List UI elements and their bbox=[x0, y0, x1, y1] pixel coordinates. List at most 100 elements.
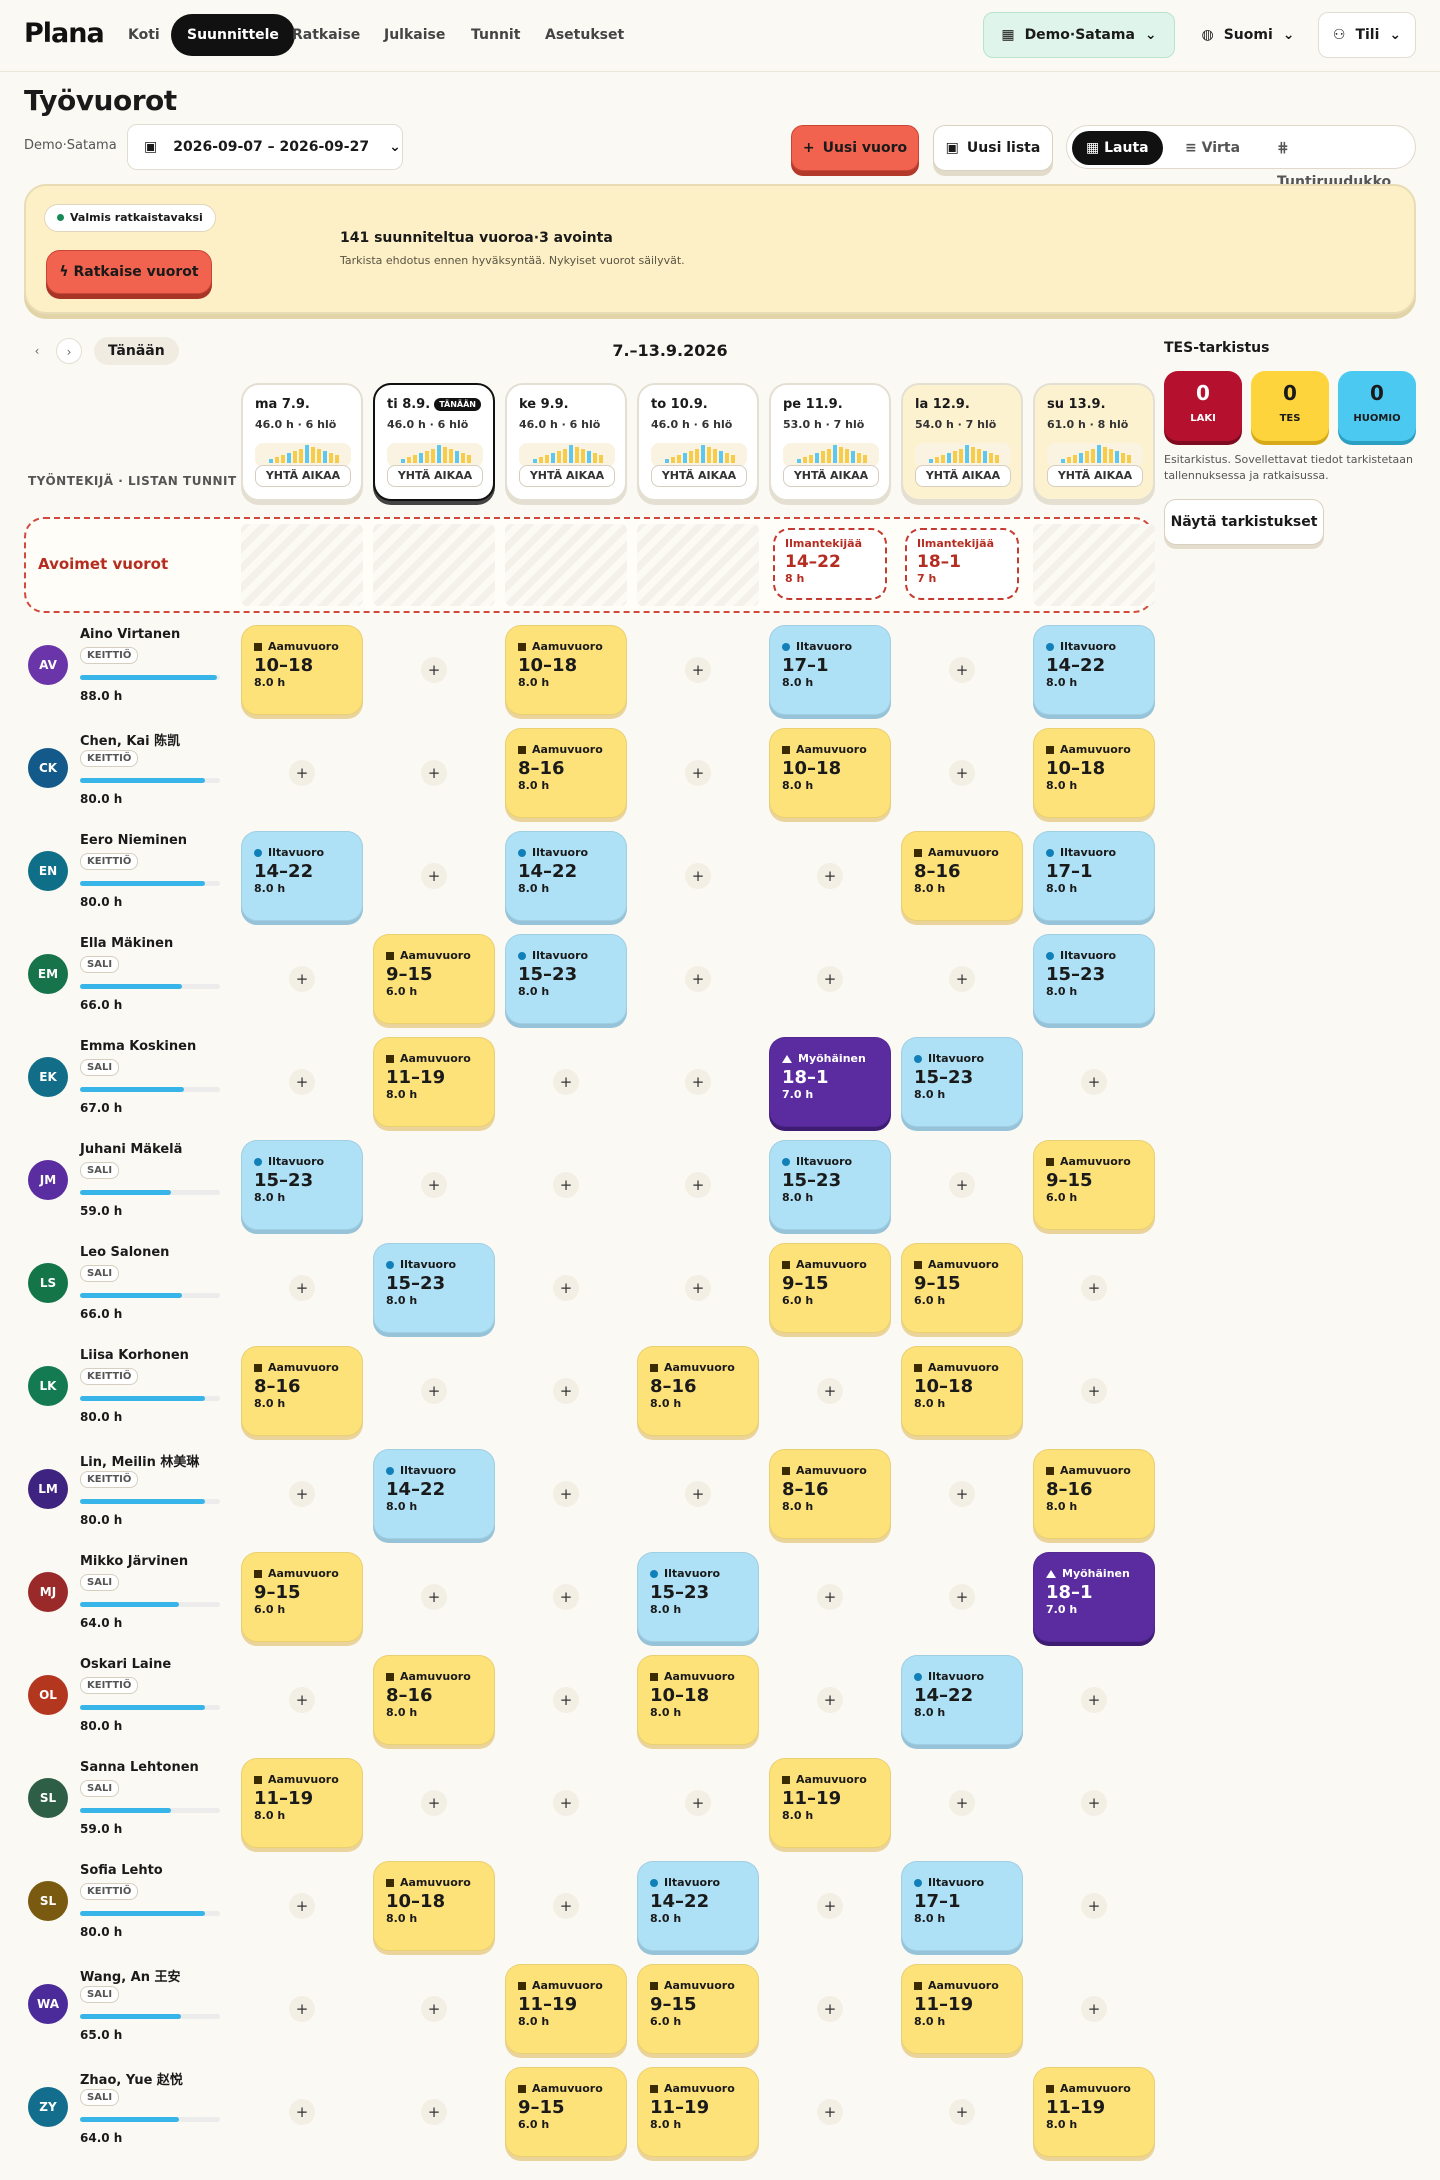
add-shift-button[interactable]: + bbox=[1081, 1893, 1107, 1919]
add-shift-button[interactable]: + bbox=[1081, 1069, 1107, 1095]
account-menu[interactable]: ⚇ Tili ⌄ bbox=[1318, 12, 1416, 58]
concurrent-toggle[interactable]: YHTÄ AIKAA bbox=[1047, 465, 1143, 487]
add-shift-button[interactable]: + bbox=[949, 1790, 975, 1816]
add-shift-button[interactable]: + bbox=[685, 1069, 711, 1095]
nav-tab-ratkaise[interactable]: Ratkaise bbox=[292, 27, 361, 43]
shift-card[interactable]: Iltavuoro 17–1 8.0 h bbox=[901, 1861, 1023, 1951]
add-shift-button[interactable]: + bbox=[421, 1584, 447, 1610]
add-shift-button[interactable]: + bbox=[685, 760, 711, 786]
shift-card[interactable]: Aamuvuoro 8–16 8.0 h bbox=[505, 728, 627, 818]
add-shift-button[interactable]: + bbox=[553, 1584, 579, 1610]
shift-card[interactable]: Aamuvuoro 8–16 8.0 h bbox=[373, 1655, 495, 1745]
shift-card[interactable]: Iltavuoro 15–23 8.0 h bbox=[373, 1243, 495, 1333]
shift-card[interactable]: Aamuvuoro 9–15 6.0 h bbox=[241, 1552, 363, 1642]
tes-notice-card[interactable]: 0 HUOMIO bbox=[1338, 371, 1416, 441]
view-tab-flow[interactable]: ≡ Virta bbox=[1171, 131, 1254, 165]
add-shift-button[interactable]: + bbox=[289, 966, 315, 992]
add-shift-button[interactable]: + bbox=[949, 966, 975, 992]
add-shift-button[interactable]: + bbox=[817, 1893, 843, 1919]
shift-card[interactable]: Aamuvuoro 10–18 8.0 h bbox=[1033, 728, 1155, 818]
solve-shifts-button[interactable]: ϟ Ratkaise vuorot bbox=[46, 250, 212, 294]
add-shift-button[interactable]: + bbox=[685, 1172, 711, 1198]
add-shift-button[interactable]: + bbox=[421, 863, 447, 889]
shift-card[interactable]: Iltavuoro 14–22 8.0 h bbox=[505, 831, 627, 921]
tes-law-card[interactable]: 0 LAKI bbox=[1164, 371, 1242, 441]
add-shift-button[interactable]: + bbox=[817, 1584, 843, 1610]
add-shift-button[interactable]: + bbox=[421, 657, 447, 683]
day-header[interactable]: to 10.9. 46.0 h · 6 hlö YHTÄ AIKAA bbox=[637, 383, 759, 501]
shift-card[interactable]: Aamuvuoro 9–15 6.0 h bbox=[901, 1243, 1023, 1333]
concurrent-toggle[interactable]: YHTÄ AIKAA bbox=[387, 465, 483, 487]
employee-name[interactable]: Emma Koskinen bbox=[80, 1039, 197, 1054]
add-shift-button[interactable]: + bbox=[685, 1790, 711, 1816]
add-shift-button[interactable]: + bbox=[421, 1172, 447, 1198]
shift-card[interactable]: Aamuvuoro 11–19 8.0 h bbox=[373, 1037, 495, 1127]
add-shift-button[interactable]: + bbox=[289, 1996, 315, 2022]
add-shift-button[interactable]: + bbox=[421, 1378, 447, 1404]
shift-card[interactable]: Aamuvuoro 10–18 8.0 h bbox=[769, 728, 891, 818]
day-header[interactable]: pe 11.9. 53.0 h · 7 hlö YHTÄ AIKAA bbox=[769, 383, 891, 501]
shift-card[interactable]: Aamuvuoro 10–18 8.0 h bbox=[901, 1346, 1023, 1436]
shift-card[interactable]: Iltavuoro 15–23 8.0 h bbox=[901, 1037, 1023, 1127]
new-list-button[interactable]: ▣ Uusi lista bbox=[933, 125, 1053, 171]
add-shift-button[interactable]: + bbox=[685, 863, 711, 889]
location-selector[interactable]: ▦ Demo·Satama ⌄ bbox=[983, 12, 1175, 58]
add-shift-button[interactable]: + bbox=[553, 1893, 579, 1919]
add-shift-button[interactable]: + bbox=[817, 1378, 843, 1404]
add-shift-button[interactable]: + bbox=[421, 760, 447, 786]
add-shift-button[interactable]: + bbox=[817, 1996, 843, 2022]
add-shift-button[interactable]: + bbox=[817, 863, 843, 889]
employee-name[interactable]: Oskari Laine bbox=[80, 1657, 172, 1672]
shift-card[interactable]: Iltavuoro 15–23 8.0 h bbox=[505, 934, 627, 1024]
day-header[interactable]: ti 8.9. 46.0 h · 6 hlö YHTÄ AIKAA TÄNÄÄN bbox=[373, 383, 495, 501]
add-shift-button[interactable]: + bbox=[949, 760, 975, 786]
employee-name[interactable]: Sofia Lehto bbox=[80, 1863, 163, 1878]
shift-card[interactable]: Aamuvuoro 10–18 8.0 h bbox=[505, 625, 627, 715]
employee-name[interactable]: Aino Virtanen bbox=[80, 627, 181, 642]
shift-card[interactable]: Aamuvuoro 9–15 6.0 h bbox=[505, 2067, 627, 2157]
concurrent-toggle[interactable]: YHTÄ AIKAA bbox=[651, 465, 747, 487]
shift-card[interactable]: Aamuvuoro 8–16 8.0 h bbox=[901, 831, 1023, 921]
tes-agreement-card[interactable]: 0 TES bbox=[1251, 371, 1329, 441]
shift-card[interactable]: Aamuvuoro 10–18 8.0 h bbox=[373, 1861, 495, 1951]
add-shift-button[interactable]: + bbox=[553, 1687, 579, 1713]
shift-card[interactable]: Iltavuoro 15–23 8.0 h bbox=[637, 1552, 759, 1642]
add-shift-button[interactable]: + bbox=[817, 1687, 843, 1713]
shift-card[interactable]: Aamuvuoro 8–16 8.0 h bbox=[769, 1449, 891, 1539]
add-shift-button[interactable]: + bbox=[289, 1069, 315, 1095]
add-shift-button[interactable]: + bbox=[685, 657, 711, 683]
add-shift-button[interactable]: + bbox=[1081, 1378, 1107, 1404]
nav-tab-suunnittele[interactable]: Suunnittele bbox=[171, 14, 295, 56]
add-shift-button[interactable]: + bbox=[421, 2099, 447, 2125]
shift-card[interactable]: Aamuvuoro 11–19 8.0 h bbox=[505, 1964, 627, 2054]
add-shift-button[interactable]: + bbox=[289, 2099, 315, 2125]
shift-card[interactable]: Iltavuoro 14–22 8.0 h bbox=[1033, 625, 1155, 715]
add-shift-button[interactable]: + bbox=[553, 1378, 579, 1404]
add-shift-button[interactable]: + bbox=[949, 657, 975, 683]
view-tab-board[interactable]: ▦ Lauta bbox=[1072, 131, 1163, 165]
employee-name[interactable]: Lin, Meilin 林美琳 bbox=[80, 1455, 200, 1470]
day-header[interactable]: su 13.9. 61.0 h · 8 hlö YHTÄ AIKAA bbox=[1033, 383, 1155, 501]
language-selector[interactable]: ◍ Suomi ⌄ bbox=[1186, 12, 1310, 58]
day-header[interactable]: ke 9.9. 46.0 h · 6 hlö YHTÄ AIKAA bbox=[505, 383, 627, 501]
add-shift-button[interactable]: + bbox=[949, 1584, 975, 1610]
shift-card[interactable]: Aamuvuoro 11–19 8.0 h bbox=[637, 2067, 759, 2157]
employee-name[interactable]: Chen, Kai 陈凯 bbox=[80, 734, 181, 749]
shift-card[interactable]: Myöhäinen 18–1 7.0 h bbox=[769, 1037, 891, 1127]
add-shift-button[interactable]: + bbox=[949, 1172, 975, 1198]
add-shift-button[interactable]: + bbox=[553, 1790, 579, 1816]
add-shift-button[interactable]: + bbox=[289, 1893, 315, 1919]
shift-card[interactable]: Aamuvuoro 9–15 6.0 h bbox=[637, 1964, 759, 2054]
prev-week-button[interactable]: ‹ bbox=[34, 344, 40, 358]
nav-tab-asetukset[interactable]: Asetukset bbox=[545, 27, 625, 43]
shift-card[interactable]: Iltavuoro 15–23 8.0 h bbox=[1033, 934, 1155, 1024]
employee-name[interactable]: Mikko Järvinen bbox=[80, 1554, 189, 1569]
view-tab-hourgrid[interactable]: ⋕ Tuntiruudukko bbox=[1263, 131, 1415, 190]
nav-tab-julkaise[interactable]: Julkaise bbox=[384, 27, 446, 43]
shift-card[interactable]: Aamuvuoro 11–19 8.0 h bbox=[1033, 2067, 1155, 2157]
shift-card[interactable]: Aamuvuoro 9–15 6.0 h bbox=[769, 1243, 891, 1333]
employee-name[interactable]: Eero Nieminen bbox=[80, 833, 188, 848]
shift-card[interactable]: Aamuvuoro 8–16 8.0 h bbox=[637, 1346, 759, 1436]
concurrent-toggle[interactable]: YHTÄ AIKAA bbox=[783, 465, 879, 487]
add-shift-button[interactable]: + bbox=[1081, 1687, 1107, 1713]
